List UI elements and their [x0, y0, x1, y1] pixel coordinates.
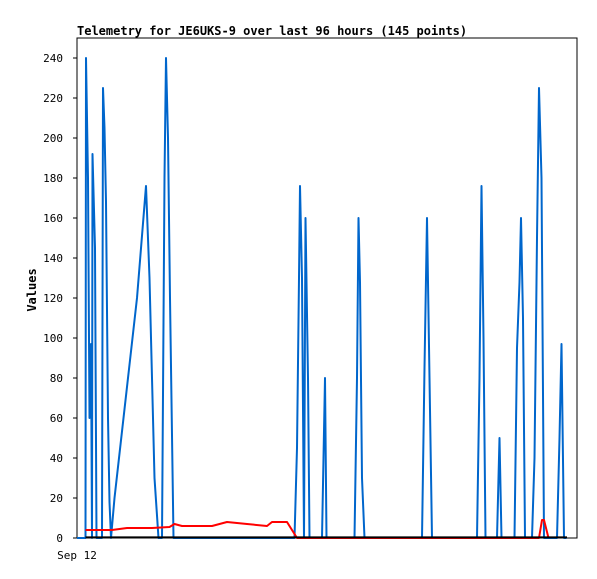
x-axis: Sep 12: [57, 549, 97, 562]
plot-frame: [76, 37, 578, 539]
x-tick-label: Sep 12: [57, 549, 97, 562]
chart-title: Telemetry for JE6UKS-9 over last 96 hour…: [77, 24, 467, 38]
y-tick-label: 180: [43, 172, 63, 185]
y-tick-label: 60: [50, 412, 63, 425]
y-tick-label: 20: [50, 492, 63, 505]
y-axis-label: Values: [25, 268, 39, 311]
y-tick-label: 220: [43, 92, 63, 105]
y-tick-label: 140: [43, 252, 63, 265]
y-tick-label: 120: [43, 292, 63, 305]
y-tick-label: 240: [43, 52, 63, 65]
y-tick-label: 80: [50, 372, 63, 385]
y-tick-label: 200: [43, 132, 63, 145]
y-tick-label: 0: [56, 532, 63, 545]
y-tick-label: 40: [50, 452, 63, 465]
y-tick-label: 160: [43, 212, 63, 225]
y-axis: 0 20 40 60 80 100 120 140 160 180 200 220 240: [43, 52, 77, 545]
y-tick-label: 100: [43, 332, 63, 345]
series-group: [77, 57, 567, 539]
